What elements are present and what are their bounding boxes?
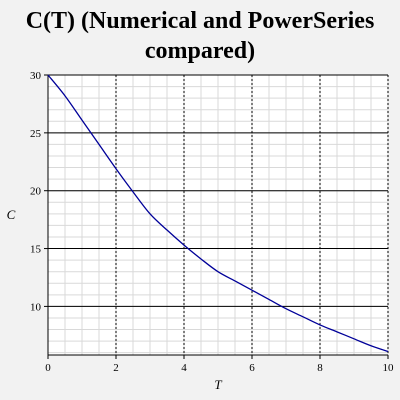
x-tick-label: 2 [113, 362, 119, 374]
minor-grid [47, 74, 389, 355]
axis-ticks: 0 2 4 6 8 10 10 15 20 25 30 [30, 70, 394, 374]
chart-title-line-1: C(T) (Numerical and PowerSeries [25, 8, 375, 34]
y-axis-label: C [7, 207, 16, 222]
y-tick-label: 30 [30, 70, 42, 82]
chart-title: C(T) (Numerical and PowerSeries compared… [0, 6, 400, 66]
y-tick-label: 25 [30, 128, 42, 140]
x-axis-label: T [214, 377, 222, 392]
series-line [47, 74, 389, 353]
x-tick-label: 0 [45, 362, 51, 374]
axes [47, 75, 388, 356]
major-grid [48, 74, 389, 355]
y-tick-label: 15 [30, 244, 42, 256]
x-tick-label: 8 [317, 362, 323, 374]
series-layer [47, 74, 389, 353]
chart-title-line-2: compared) [144, 38, 256, 64]
y-tick-label: 20 [30, 186, 42, 198]
x-tick-label: 4 [181, 362, 187, 374]
x-tick-label: 10 [383, 362, 395, 374]
y-tick-label: 10 [30, 301, 42, 313]
x-tick-label: 6 [249, 362, 255, 374]
